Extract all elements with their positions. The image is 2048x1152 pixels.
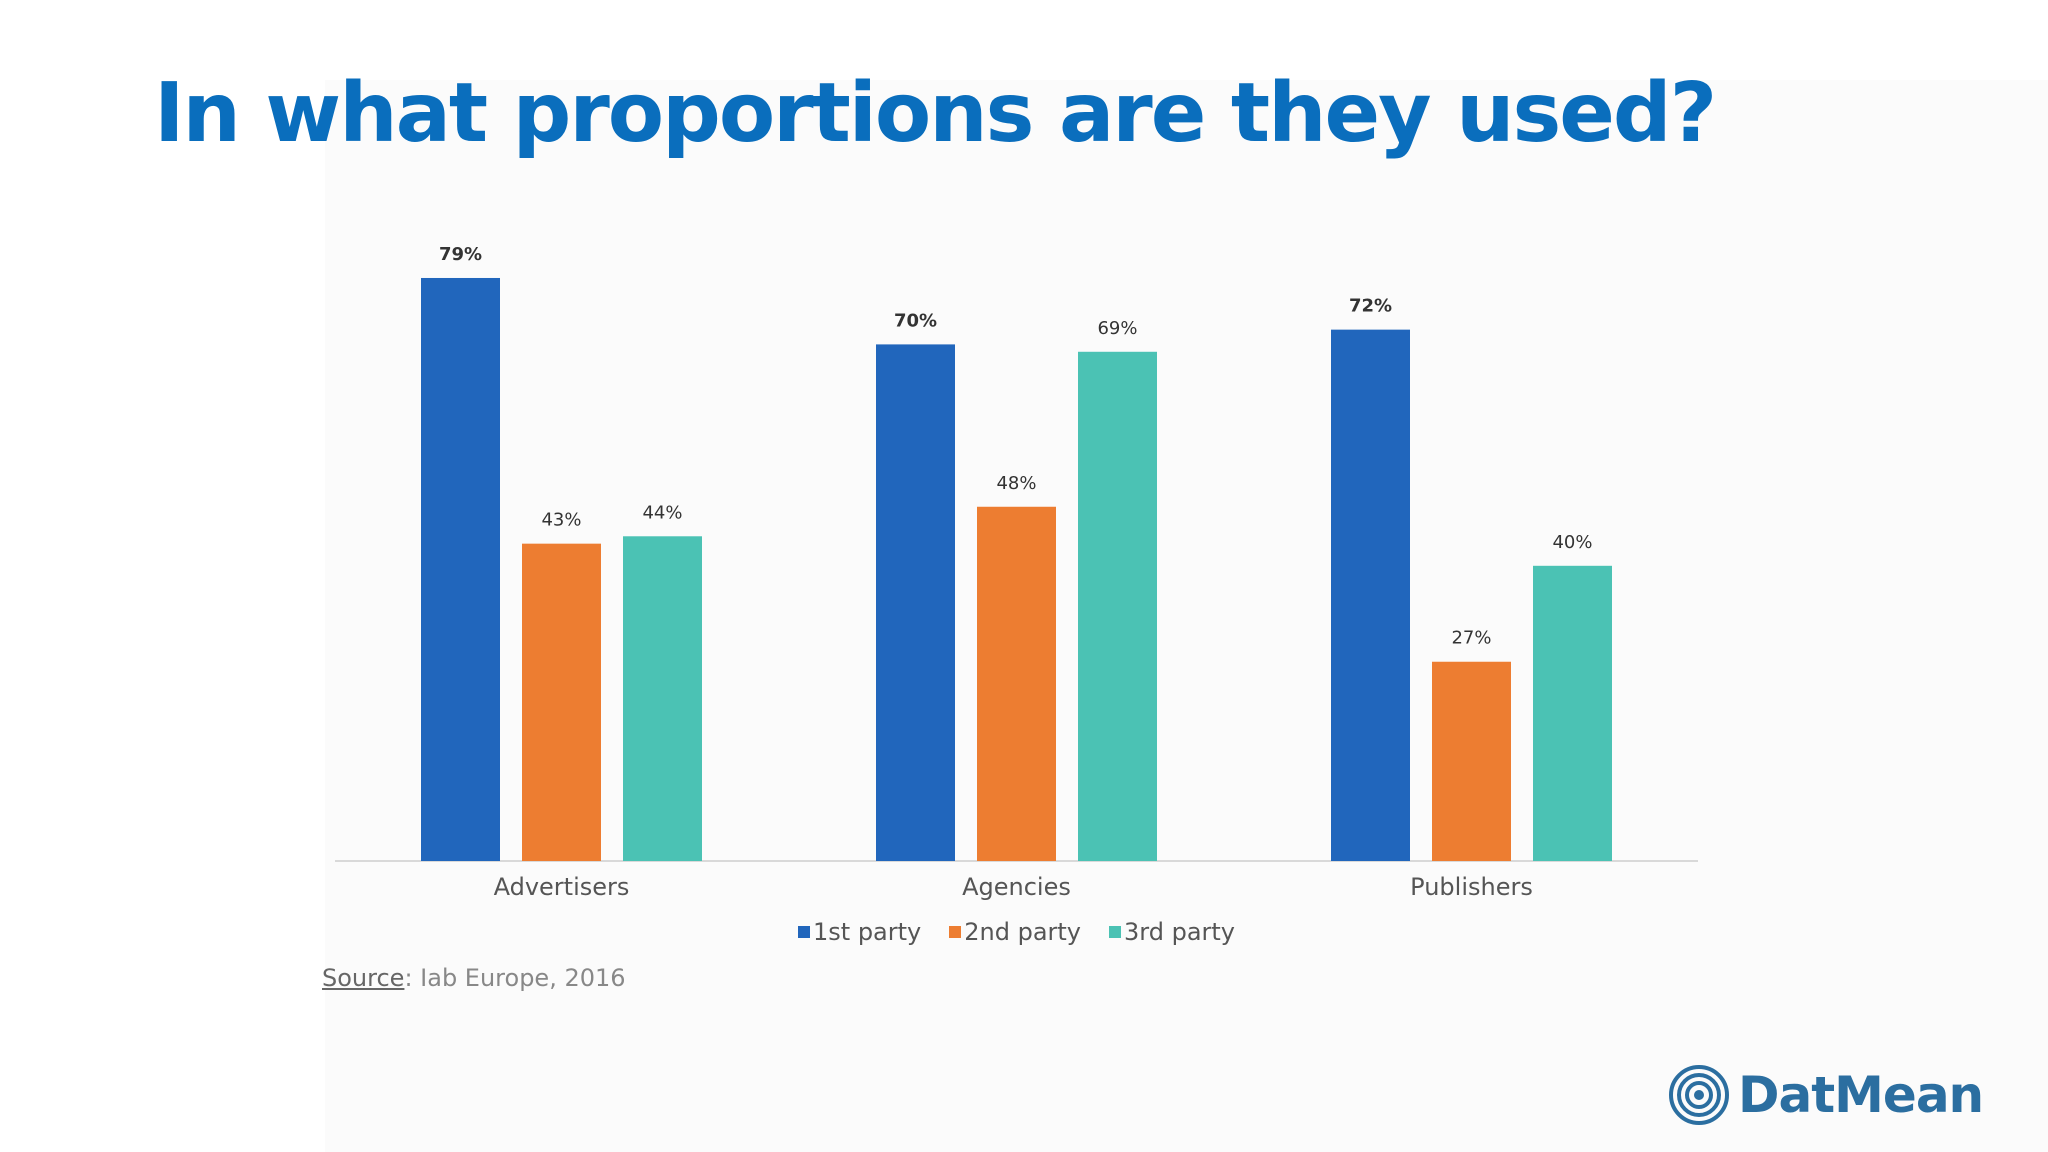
legend-swatch-3rd-party xyxy=(1109,926,1121,938)
x-tick-label-advertisers: Advertisers xyxy=(494,873,630,901)
concentric-circles-icon xyxy=(1669,1065,1729,1125)
bar-publishers-1st-party xyxy=(1331,329,1410,861)
legend-swatch-1st-party xyxy=(798,926,810,938)
chart-panel xyxy=(325,80,2048,1152)
source-label: Source xyxy=(322,964,405,992)
source-text: : Iab Europe, 2016 xyxy=(404,964,626,992)
bar-agencies-2nd-party xyxy=(977,506,1056,861)
legend-label-1st-party: 1st party xyxy=(813,918,922,946)
bar-advertisers-3rd-party xyxy=(623,536,702,861)
legend-label-2nd-party: 2nd party xyxy=(964,918,1081,946)
data-label-advertisers-2nd-party: 43% xyxy=(541,510,581,531)
data-label-advertisers-3rd-party: 44% xyxy=(642,502,682,523)
legend-label-3rd-party: 3rd party xyxy=(1124,918,1235,946)
data-label-publishers-1st-party: 72% xyxy=(1349,296,1392,317)
legend-item-2nd-party: 2nd party xyxy=(949,918,1081,946)
bar-agencies-3rd-party xyxy=(1078,351,1157,861)
data-label-publishers-2nd-party: 27% xyxy=(1451,628,1491,649)
data-label-publishers-3rd-party: 40% xyxy=(1552,532,1592,553)
bar-publishers-3rd-party xyxy=(1533,565,1612,861)
legend-item-3rd-party: 3rd party xyxy=(1109,918,1235,946)
bar-publishers-2nd-party xyxy=(1432,661,1511,861)
data-label-agencies-2nd-party: 48% xyxy=(996,473,1036,494)
source-note: Source: Iab Europe, 2016 xyxy=(322,964,626,992)
logo-text: DatMean xyxy=(1738,1066,1984,1124)
legend-item-1st-party: 1st party xyxy=(798,918,921,946)
page-title: In what proportions are they used? xyxy=(154,66,1717,161)
bar-advertisers-2nd-party xyxy=(522,543,601,861)
x-tick-label-publishers: Publishers xyxy=(1410,873,1533,901)
data-label-agencies-1st-party: 70% xyxy=(894,310,937,331)
x-tick-label-agencies: Agencies xyxy=(962,873,1071,901)
legend: 1st party 2nd party 3rd party xyxy=(798,918,1235,946)
data-label-agencies-3rd-party: 69% xyxy=(1097,318,1137,339)
data-label-advertisers-1st-party: 79% xyxy=(439,244,482,265)
datmean-logo: DatMean xyxy=(1668,1062,1984,1128)
bar-agencies-1st-party xyxy=(876,344,955,861)
bar-advertisers-1st-party xyxy=(421,277,500,862)
legend-swatch-2nd-party xyxy=(949,926,962,938)
